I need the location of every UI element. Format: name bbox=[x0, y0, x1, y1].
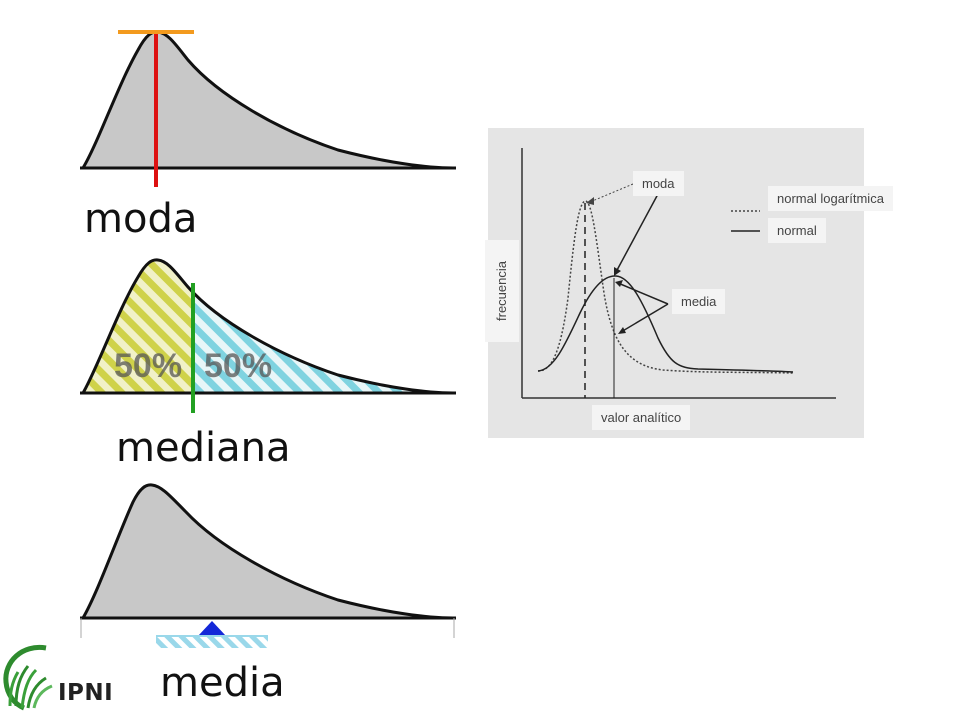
normal-curve bbox=[537, 275, 794, 373]
mediana-right-percent: 50% bbox=[204, 347, 272, 385]
media-tag: media bbox=[672, 289, 726, 314]
ipni-logo-icon bbox=[3, 644, 53, 711]
moda-label: moda bbox=[84, 196, 198, 242]
media-arrow-lower bbox=[620, 303, 669, 333]
legend-normal: normal bbox=[768, 218, 826, 243]
moda-distribution-figure bbox=[80, 30, 456, 187]
media-arrow-upper bbox=[617, 282, 669, 305]
lognormal-curve bbox=[537, 200, 794, 374]
y-axis-label: frecuencia bbox=[485, 240, 519, 342]
mediana-left-percent: 50% bbox=[114, 347, 182, 385]
media-curve-area bbox=[80, 483, 454, 620]
x-axis-label: valor analítico bbox=[592, 405, 691, 430]
media-distribution-figure bbox=[80, 483, 456, 648]
mediana-label: mediana bbox=[116, 425, 291, 471]
ipni-logo-text: IPNI bbox=[58, 680, 114, 706]
moda-arrow-normal bbox=[615, 193, 659, 273]
moda-tag: moda bbox=[633, 171, 684, 196]
media-fulcrum bbox=[198, 621, 226, 636]
media-label: media bbox=[160, 660, 285, 706]
moda-arrow-lognormal bbox=[589, 183, 634, 203]
media-fulcrum-base bbox=[156, 636, 268, 648]
moda-curve-area bbox=[80, 30, 454, 170]
legend-lognormal: normal logarítmica bbox=[768, 186, 893, 211]
mediana-distribution-figure: 50% 50% bbox=[80, 258, 456, 413]
